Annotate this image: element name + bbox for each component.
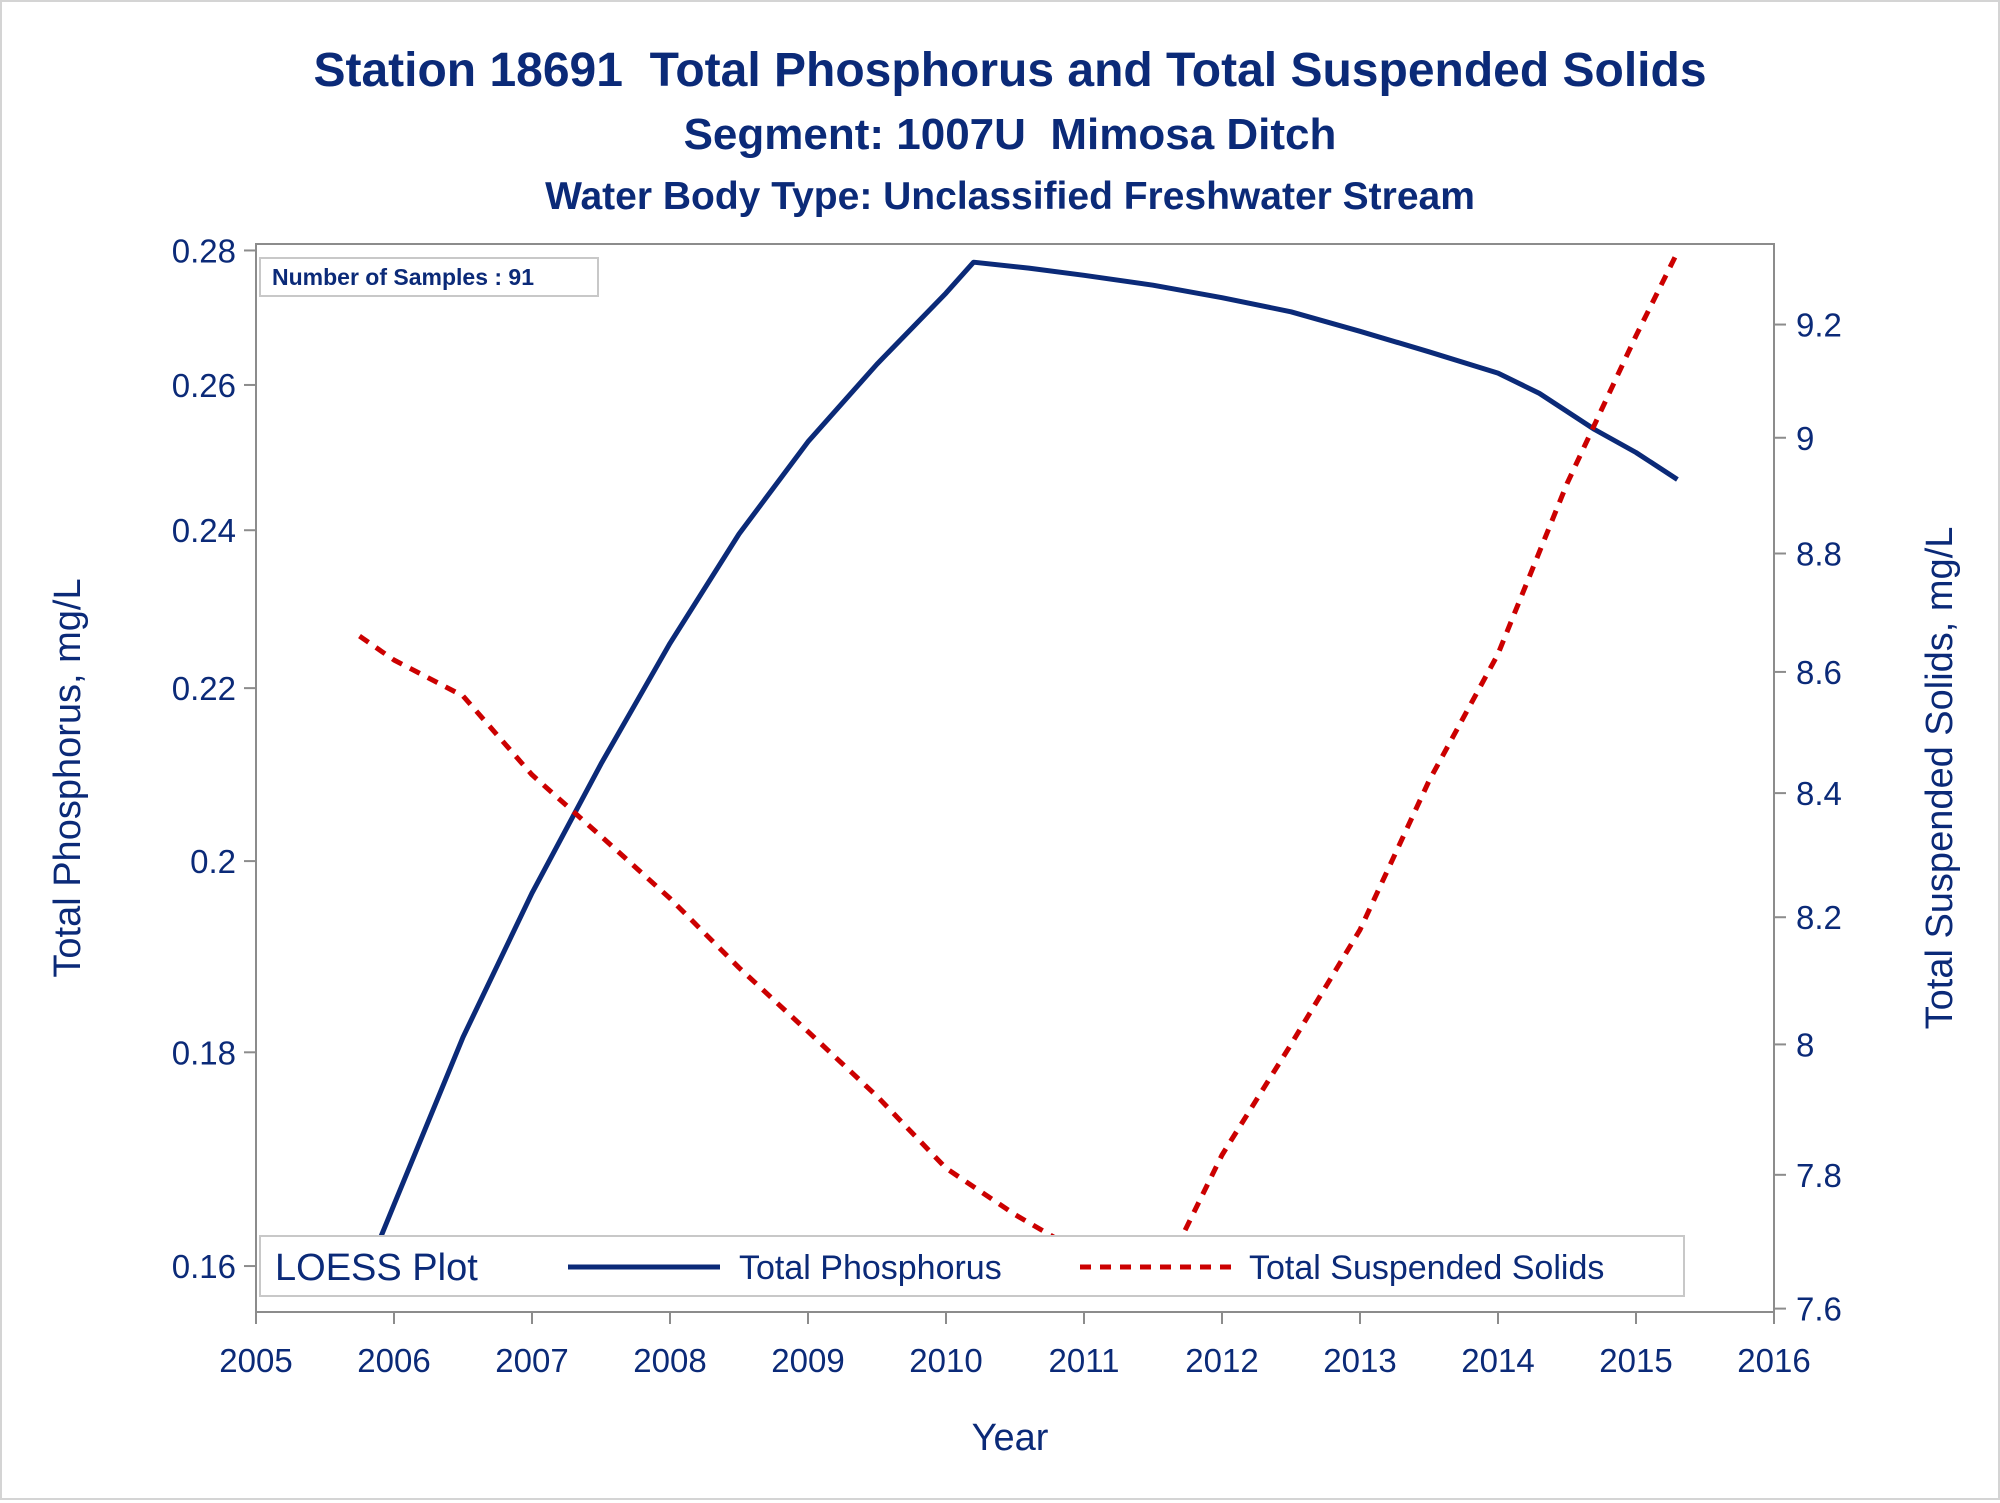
x-tick-label: 2011 [1049, 1342, 1120, 1379]
chart-title: Station 18691 Total Phosphorus and Total… [313, 44, 1706, 97]
y-axis-right: 7.6 7.8 8 8.2 8.4 8.6 8.8 9 9.2 [1774, 307, 1842, 1328]
x-tick-label: 2012 [1185, 1342, 1258, 1379]
y-left-tick-label: 0.18 [172, 1034, 236, 1071]
sample-count-inset: Number of Samples : 91 [259, 257, 599, 297]
y-right-tick-label: 8.8 [1796, 536, 1842, 573]
y-axis-left-label: Total Phosphorus, mg/L [47, 578, 89, 977]
x-tick-label: 2006 [357, 1342, 430, 1379]
legend-box [259, 1235, 1685, 1297]
x-tick-label: 2010 [909, 1342, 982, 1379]
x-tick-label: 2014 [1461, 1342, 1534, 1379]
y-right-tick-label: 7.6 [1796, 1291, 1842, 1328]
x-tick-label: 2015 [1599, 1342, 1672, 1379]
y-right-tick-label: 8.4 [1796, 775, 1842, 812]
y-left-tick-label: 0.26 [172, 367, 236, 404]
x-axis-label: Year [972, 1417, 1049, 1459]
y-left-tick-label: 0.24 [172, 512, 236, 549]
plot-area [255, 243, 1775, 1313]
legend-title: LOESS Plot [275, 1247, 478, 1289]
y-left-tick-label: 0.16 [172, 1248, 236, 1285]
x-tick-label: 2005 [219, 1342, 292, 1379]
y-right-tick-label: 8.2 [1796, 899, 1842, 936]
x-tick-label: 2008 [633, 1342, 706, 1379]
legend: LOESS Plot Total Phosphorus Total Suspen… [259, 1235, 1685, 1297]
series-line-total-phosphorus [357, 259, 1679, 1290]
chart-subtitle: Segment: 1007U Mimosa Ditch [684, 110, 1337, 159]
series-line-total-suspended-solids [358, 251, 1680, 1285]
y-left-tick-label: 0.22 [172, 670, 236, 707]
chart-subtitle-2: Water Body Type: Unclassified Freshwater… [545, 175, 1475, 218]
y-right-tick-label: 9.2 [1796, 307, 1842, 344]
x-tick-label: 2016 [1737, 1342, 1810, 1379]
y-left-tick-label: 0.2 [190, 843, 236, 880]
y-right-tick-label: 8 [1796, 1026, 1814, 1063]
y-axis-right-label: Total Suspended Solids, mg/L [1919, 527, 1961, 1030]
x-axis: 2005 2006 2007 2008 2009 2010 2011 2012 2013 2014… [219, 1312, 1811, 1379]
legend-label-phosphorus: Total Phosphorus [739, 1249, 1002, 1287]
inset-box [259, 257, 599, 297]
legend-label-tss: Total Suspended Solids [1249, 1249, 1604, 1287]
inset-text: Number of Samples : 91 [272, 264, 534, 290]
x-tick-label: 2007 [495, 1342, 568, 1379]
series-layer [357, 251, 1680, 1290]
y-right-tick-label: 8.6 [1796, 654, 1842, 691]
y-right-tick-label: 7.8 [1796, 1157, 1842, 1194]
y-right-tick-label: 9 [1796, 420, 1814, 457]
x-tick-label: 2009 [771, 1342, 844, 1379]
x-tick-label: 2013 [1323, 1342, 1396, 1379]
y-axis-left: 0.16 0.18 0.2 0.22 0.24 0.26 0.28 [172, 232, 256, 1285]
y-left-tick-label: 0.28 [172, 232, 236, 269]
